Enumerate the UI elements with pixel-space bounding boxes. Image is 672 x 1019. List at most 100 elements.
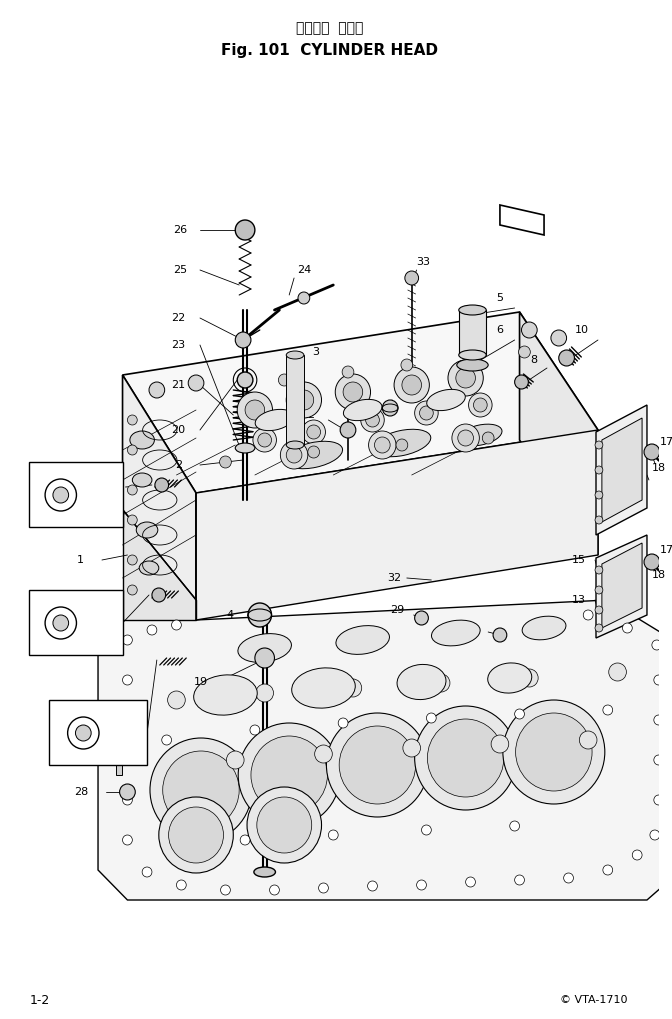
Circle shape [603,865,613,875]
Text: 26: 26 [173,225,187,235]
Circle shape [415,401,438,425]
Ellipse shape [286,441,304,449]
Circle shape [75,725,91,741]
Ellipse shape [130,431,155,449]
Circle shape [427,719,504,797]
Text: 24: 24 [297,265,311,275]
Polygon shape [596,535,647,638]
Ellipse shape [238,634,292,662]
Text: 30: 30 [464,623,478,633]
Circle shape [622,623,632,633]
Bar [49,700,147,765]
Circle shape [122,635,132,645]
Circle shape [401,359,413,371]
Circle shape [128,415,137,425]
Circle shape [240,835,250,845]
Text: 1: 1 [77,555,84,565]
Circle shape [644,554,660,570]
Circle shape [343,382,363,403]
Circle shape [220,455,231,468]
Circle shape [294,390,314,410]
Ellipse shape [235,443,255,453]
Circle shape [314,745,333,763]
Circle shape [237,392,273,428]
Circle shape [163,751,239,829]
Circle shape [644,444,660,460]
Circle shape [238,723,340,827]
Circle shape [344,679,362,697]
Circle shape [258,433,271,447]
Circle shape [335,374,370,410]
Circle shape [482,432,494,444]
Circle shape [382,400,398,416]
Circle shape [298,292,310,304]
Circle shape [595,441,603,449]
Circle shape [464,352,476,364]
Text: 27: 27 [74,715,89,725]
Circle shape [510,821,519,832]
Circle shape [519,346,530,358]
Circle shape [558,350,575,366]
Circle shape [415,611,428,625]
Circle shape [396,439,408,451]
Text: © VTA-1710: © VTA-1710 [560,995,628,1005]
Circle shape [595,491,603,499]
Polygon shape [196,430,598,620]
Circle shape [286,447,302,463]
Circle shape [255,648,274,668]
Circle shape [595,566,603,574]
Ellipse shape [116,718,122,721]
Circle shape [280,441,308,469]
Text: -11: -11 [83,618,101,628]
Circle shape [521,322,537,338]
Circle shape [394,367,429,403]
Circle shape [250,725,260,735]
Text: 15: 15 [571,555,585,565]
Bar [30,462,122,527]
Ellipse shape [343,399,382,421]
Text: 18: 18 [652,463,666,473]
Circle shape [128,445,137,455]
Circle shape [654,755,664,765]
Circle shape [654,795,664,805]
Ellipse shape [459,305,487,315]
Text: 2: 2 [175,460,182,470]
Text: 20: 20 [171,425,185,435]
Circle shape [237,372,253,388]
Circle shape [128,585,137,595]
Ellipse shape [254,867,276,877]
Text: 8: 8 [531,355,538,365]
Circle shape [307,425,321,439]
Text: シリンダ  ヘッド: シリンダ ヘッド [296,21,363,35]
Circle shape [278,374,290,386]
Circle shape [515,375,528,389]
Text: 19: 19 [194,677,208,687]
Text: -9: -9 [83,490,95,500]
Circle shape [171,620,181,630]
Circle shape [53,615,69,631]
Circle shape [654,715,664,725]
Circle shape [162,735,171,745]
Circle shape [456,368,475,388]
Circle shape [142,867,152,877]
Circle shape [515,875,524,884]
Circle shape [286,382,321,418]
Circle shape [417,880,427,890]
Ellipse shape [397,664,446,700]
Ellipse shape [459,424,502,446]
Circle shape [122,755,132,765]
Circle shape [632,850,642,860]
Text: 13: 13 [571,595,585,605]
Circle shape [595,606,603,614]
Circle shape [329,830,338,840]
Circle shape [150,738,252,842]
Circle shape [122,715,132,725]
Circle shape [595,466,603,474]
Circle shape [342,366,354,378]
Circle shape [235,332,251,348]
Text: 6: 6 [497,325,503,335]
Circle shape [247,787,321,863]
Text: 17: 17 [659,437,672,447]
Circle shape [415,706,517,810]
Circle shape [419,406,433,420]
